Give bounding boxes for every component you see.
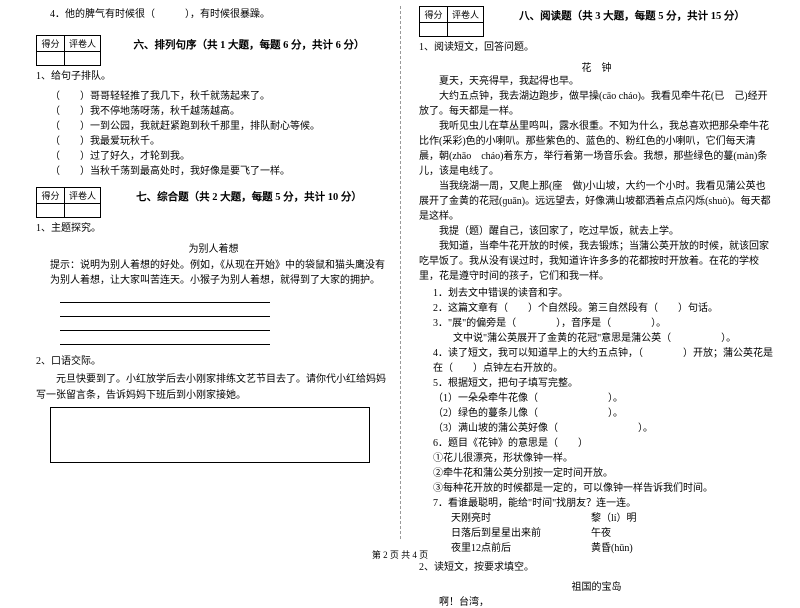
section8-title: 八、阅读题（共 3 大题，每题 5 分，共计 15 分） — [490, 8, 774, 23]
r1: 1、阅读短文，回答问题。 — [419, 40, 774, 56]
s6-line: （ ）我最爱玩秋千。 — [50, 132, 391, 147]
grader-label: 评卷人 — [65, 35, 101, 51]
r1-item: ①花儿很漂亮，形状像钟一样。 — [433, 451, 774, 466]
s7-q1-hint: 提示：说明为别人着想的好处。例如，《从现在开始》中的袋鼠和猫头鹰没有为别人着想，… — [36, 258, 391, 289]
r1-item: （1）一朵朵牵牛花像（ ）。 — [433, 391, 774, 406]
score-label: 得分 — [37, 35, 65, 51]
section7-header: 得分评卷人 七、综合题（共 2 大题，每题 5 分，共计 10 分） — [36, 187, 391, 218]
right-column: 得分评卷人 八、阅读题（共 3 大题，每题 5 分，共计 15 分） 1、阅读短… — [405, 4, 782, 545]
p-line: 当我绕湖一周，又爬上那(座 做)小山坡，大约一个小时。我看见蒲公英也展开了金黄的… — [419, 179, 774, 224]
passage2-line: 啊！台湾， — [419, 593, 774, 608]
section6-header: 得分评卷人 六、排列句序（共 1 大题，每题 6 分，共计 6 分） — [36, 35, 391, 66]
page-footer: 第 2 页 共 4 页 — [0, 548, 800, 561]
r1-item: 5．根据短文，把句子填写完整。 — [433, 376, 774, 391]
p-line: 我提（题）醒自己，该回家了，吃过早饭，就去上学。 — [419, 224, 774, 239]
r1-questions: 1．划去文中错误的读音和字。 2．这篇文章有（ ）个自然段。第三自然段有（ ）句… — [419, 286, 774, 511]
r1-item: 7．看谁最聪明，能给"时间"找朋友？连一连。 — [433, 496, 774, 511]
write-lines — [36, 292, 391, 348]
s6-line: （ ）当秋千荡到最高处时，我好像是要飞了一样。 — [50, 162, 391, 177]
p-line: 大约五点钟，我去湖边跑步，做早操(cāo cháo)。我看见牵牛花(已 己)经开… — [419, 89, 774, 119]
s6-q1: 1、给句子排队。 — [36, 69, 391, 85]
s6-line: （ ）我不停地荡呀荡，秋千越荡越高。 — [50, 102, 391, 117]
s7-q1-title: 为别人着想 — [36, 240, 391, 255]
passage2-title: 祖国的宝岛 — [419, 578, 774, 593]
score-label: 得分 — [37, 188, 65, 204]
score-box-8: 得分评卷人 — [419, 6, 484, 37]
r1-item: 3．"展"的偏旁是（ ），音序是（ ）。 — [433, 316, 774, 331]
time-right: 黎（lí）明 — [591, 511, 637, 526]
r1-item: ②牵牛花和蒲公英分别按一定时间开放。 — [433, 466, 774, 481]
passage1-title: 花 钟 — [419, 59, 774, 74]
section6-title: 六、排列句序（共 1 大题，每题 6 分，共计 6 分） — [107, 37, 391, 52]
s6-line: （ ）哥哥轻轻推了我几下，秋千就荡起来了。 — [50, 87, 391, 102]
time-left: 日落后到星星出来前 — [451, 526, 591, 541]
score-label: 得分 — [420, 7, 448, 23]
s7-q2: 2、口语交际。 — [36, 354, 391, 370]
score-box-6: 得分评卷人 — [36, 35, 101, 66]
left-column: 4．他的脾气有时候很（ ），有时候很暴躁。 得分评卷人 六、排列句序（共 1 大… — [28, 4, 405, 545]
section7-title: 七、综合题（共 2 大题，每题 5 分，共计 10 分） — [107, 189, 391, 204]
grader-label: 评卷人 — [448, 7, 484, 23]
s7-q2-body: 元旦快要到了。小红放学后去小刚家排练文艺节目去了。请你代小红给妈妈写一张留言条，… — [36, 372, 391, 403]
s6-list: （ ）哥哥轻轻推了我几下，秋千就荡起来了。 （ ）我不停地荡呀荡，秋千越荡越高。… — [36, 87, 391, 177]
r1-item: 1．划去文中错误的读音和字。 — [433, 286, 774, 301]
q4: 4．他的脾气有时候很（ ），有时候很暴躁。 — [36, 7, 391, 23]
s6-line: （ ）过了好久，才轮到我。 — [50, 147, 391, 162]
r1-item: 2．这篇文章有（ ）个自然段。第三自然段有（ ）句话。 — [433, 301, 774, 316]
passage1-body: 夏天，天亮得早，我起得也早。 大约五点钟，我去湖边跑步，做早操(cāo cháo… — [419, 74, 774, 284]
r1-item: 文中说"蒲公英展开了金黄的花冠"意思是蒲公英（ ）。 — [433, 331, 774, 346]
r1-item: （2）绿色的蔓条儿像（ ）。 — [433, 406, 774, 421]
r1-item: 4．读了短文，我可以知道早上的大约五点钟，（ ）开放；蒲公英花是在（ ）点钟左右… — [433, 346, 774, 376]
section8-header: 得分评卷人 八、阅读题（共 3 大题，每题 5 分，共计 15 分） — [419, 6, 774, 37]
r1-item: （3）满山坡的蒲公英好像（ ）。 — [433, 421, 774, 436]
time-right: 午夜 — [591, 526, 611, 541]
s6-line: （ ）一到公园，我就赶紧跑到秋千那里，排队耐心等候。 — [50, 117, 391, 132]
r2: 2、读短文，按要求填空。 — [419, 560, 774, 576]
p-line: 夏天，天亮得早，我起得也早。 — [419, 74, 774, 89]
grader-label: 评卷人 — [65, 188, 101, 204]
time-left: 天刚亮时 — [451, 511, 591, 526]
column-divider — [400, 6, 401, 539]
p-line: 我听见虫儿在草丛里鸣叫，露水很重。不知为什么，我总喜欢把那朵牵牛花比作(采彩)色… — [419, 119, 774, 179]
p-line: 我知道，当牵牛花开放的时候，我去锻炼；当蒲公英开放的时候，就该回家吃早饭了。我从… — [419, 239, 774, 284]
score-box-7: 得分评卷人 — [36, 187, 101, 218]
s7-q1: 1、主题探究。 — [36, 221, 391, 237]
answer-box — [50, 407, 370, 463]
r1-item: 6．题目《花钟》的意思是（ ） — [433, 436, 774, 451]
r1-item: ③每种花开放的时候都是一定的，可以像钟一样告诉我们时间。 — [433, 481, 774, 496]
